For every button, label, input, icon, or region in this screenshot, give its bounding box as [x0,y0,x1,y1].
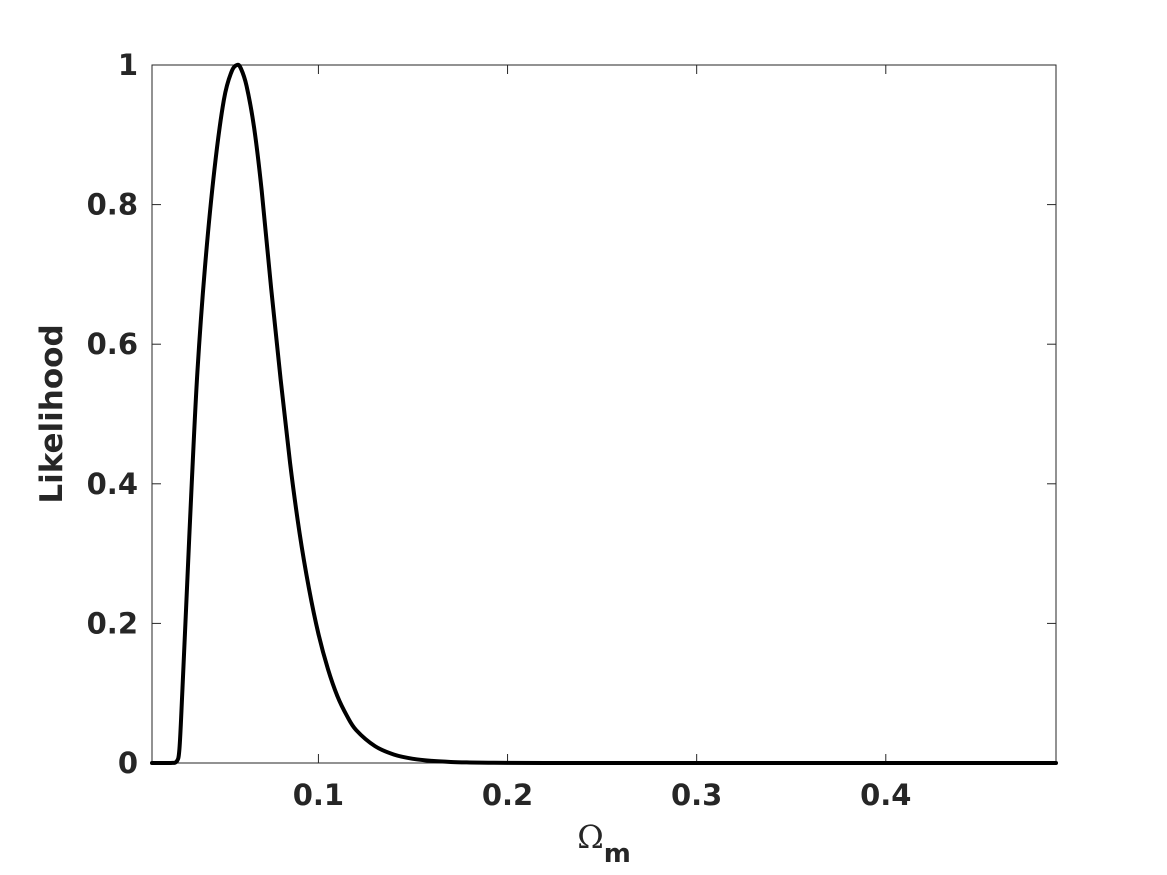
y-axis-label: Likelihood [34,324,70,503]
y-tick-label: 0.6 [87,327,138,361]
x-tick-label: 0.4 [860,778,911,812]
y-tick-label: 0 [118,746,138,780]
plot-area [151,64,1057,764]
x-tick-label: 0.2 [482,778,533,812]
tick-labels-group: 0.1 0.2 0.3 0.4 0 0.2 0.4 0.6 0.8 1 [87,48,912,812]
x-tick-label: 0.3 [671,778,722,812]
y-tick-label: 0.8 [87,188,138,222]
x-tick-label: 0.1 [293,778,344,812]
x-axis-label-subscript: m [604,839,631,869]
ticks-group [152,64,1056,764]
y-tick-label: 0.2 [87,606,138,640]
y-tick-label: 1 [118,48,138,82]
x-axis-label: Ωm [577,818,631,869]
likelihood-curve [150,62,1058,766]
y-tick-label: 0.4 [87,467,138,501]
x-axis-label-symbol: Ω [577,818,604,856]
